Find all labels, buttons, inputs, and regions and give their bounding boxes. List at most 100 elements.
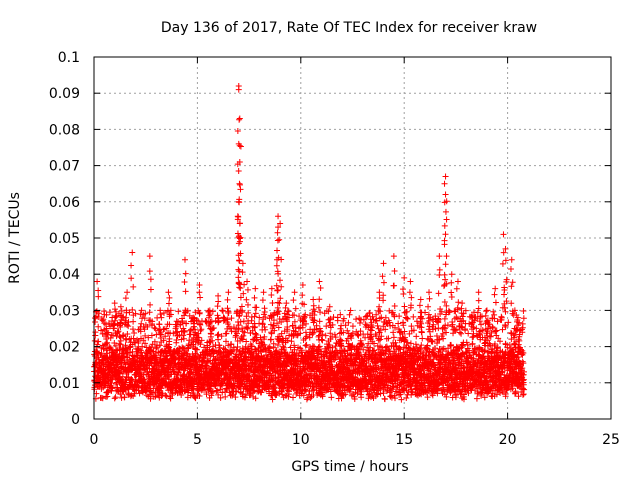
data-point [358,394,365,401]
data-point [125,374,132,381]
data-point [381,396,388,403]
data-point [105,388,112,395]
data-point [219,307,226,314]
data-point [187,366,194,373]
data-point [301,366,308,373]
data-point [175,308,182,315]
data-point [94,350,101,357]
data-point [478,321,485,328]
data-point [315,333,322,340]
data-point [251,372,258,379]
data-point [217,394,224,401]
data-point [280,343,287,350]
data-point [283,363,290,370]
data-points [91,82,528,403]
data-point [214,387,221,394]
data-point [121,394,128,401]
data-point [396,313,403,320]
data-point [319,337,326,344]
data-point [332,353,339,360]
data-point [342,391,349,398]
data-point [272,389,279,396]
data-point [354,331,361,338]
data-point [116,370,123,377]
data-point [95,323,102,330]
data-point [300,392,307,399]
data-point [336,330,343,337]
data-point [94,349,101,356]
data-point [323,323,330,330]
data-point [351,395,358,402]
data-point [192,395,199,402]
data-point [209,388,216,395]
data-point [356,320,363,327]
data-point [327,388,334,395]
data-point [118,360,125,367]
data-point [187,327,194,334]
data-point [435,325,442,332]
data-point [346,311,353,318]
data-point [338,395,345,402]
data-point [208,390,215,397]
data-point [192,309,199,316]
data-point [313,372,320,379]
data-point [109,376,116,383]
data-point [113,381,120,388]
data-point [270,340,277,347]
data-point [130,386,137,393]
data-point [327,355,334,362]
data-point [512,389,519,396]
data-point [364,387,371,394]
data-point [302,386,309,393]
data-point [196,393,203,400]
data-point [328,394,335,401]
data-point [458,330,465,337]
data-point [453,314,460,321]
data-point [190,385,197,392]
data-point [335,388,342,395]
data-point [368,394,375,401]
data-point [162,392,169,399]
data-point [203,362,210,369]
data-point [239,390,246,397]
data-point [167,395,174,402]
data-point [349,370,356,377]
data-point [163,393,170,400]
data-point [238,352,245,359]
data-point [268,376,275,383]
data-point [307,394,314,401]
data-point [131,329,138,336]
data-point [279,391,286,398]
data-point [178,392,185,399]
data-point [319,393,326,400]
data-point [234,344,241,351]
data-point [109,385,116,392]
data-point [149,390,156,397]
data-point [203,391,210,398]
data-point [273,391,280,398]
data-point [256,314,263,321]
data-point [99,395,106,402]
data-point [383,343,390,350]
data-point [312,384,319,391]
data-point [410,313,417,320]
data-point [302,371,309,378]
data-point [286,388,293,395]
data-point [139,343,146,350]
data-point [108,384,115,391]
data-point [346,388,353,395]
data-point [157,355,164,362]
data-point [487,333,494,340]
data-point [166,376,173,383]
data-point [250,393,257,400]
data-point [358,388,365,395]
data-point [121,353,128,360]
data-point [366,363,373,370]
data-point [128,376,135,383]
data-point [112,394,119,401]
data-point [227,341,234,348]
data-point [232,394,239,401]
data-point [269,377,276,384]
data-point [363,360,370,367]
